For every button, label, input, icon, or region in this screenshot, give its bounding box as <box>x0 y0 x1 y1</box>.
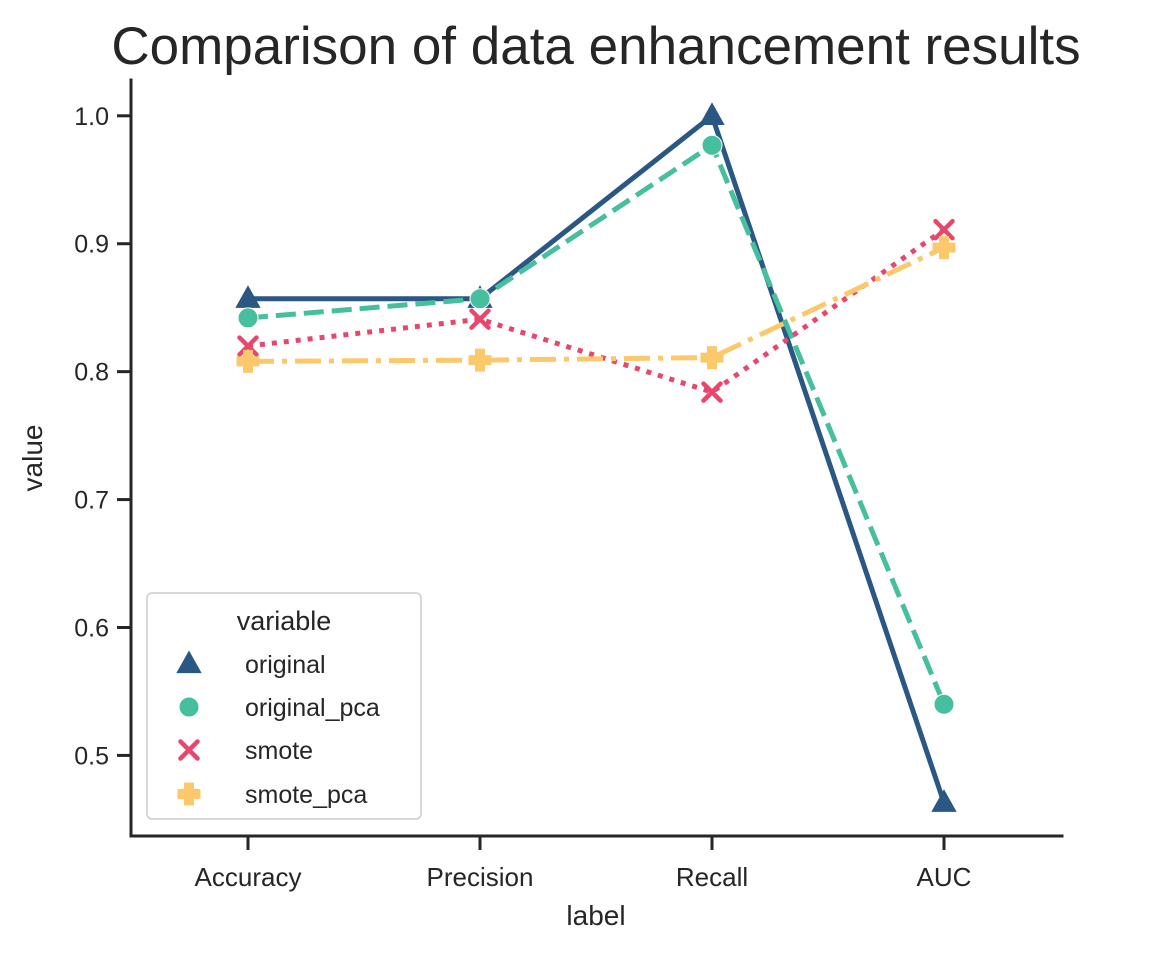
legend-title: variable <box>237 606 332 636</box>
x-tick-label: AUC <box>917 862 972 892</box>
data-point <box>701 134 723 156</box>
series-line <box>247 227 946 395</box>
legend-item: smote <box>178 737 313 765</box>
legend-item: original <box>176 650 326 679</box>
chart-title: Comparison of data enhancement results <box>111 17 1080 76</box>
legend-label: smote <box>245 737 313 765</box>
data-point <box>699 102 725 125</box>
series-layer <box>235 102 957 812</box>
y-tick-label: 0.6 <box>74 614 109 642</box>
data-point <box>469 288 491 310</box>
legend-label: original_pca <box>245 694 380 722</box>
data-point <box>468 348 492 372</box>
y-tick-label: 1.0 <box>74 103 109 131</box>
y-tick-label: 0.9 <box>74 231 109 259</box>
x-tick-label: Accuracy <box>195 862 302 892</box>
y-tick-label: 0.5 <box>74 742 109 770</box>
series-smote-pca <box>236 236 956 373</box>
y-axis-label: value <box>17 425 48 492</box>
legend-frame <box>146 592 422 820</box>
series-line <box>247 142 947 706</box>
data-point <box>933 693 955 715</box>
series-smote <box>237 218 955 403</box>
series-line <box>245 113 947 806</box>
legend-item: original_pca <box>178 694 380 722</box>
y-tick-label: 0.7 <box>74 487 109 515</box>
data-point <box>932 236 956 260</box>
y-tick-label: 0.8 <box>74 359 109 387</box>
x-tick-label: Precision <box>427 862 534 892</box>
legend-marker <box>177 782 201 806</box>
axes: 0.5 0.6 0.7 0.8 0.9 1.0 Accuracy Precision Recal… <box>74 78 1064 892</box>
legend-marker <box>178 739 200 761</box>
data-point <box>701 381 723 403</box>
x-tick-label: Recall <box>676 862 748 892</box>
x-axis-label: label <box>566 900 625 931</box>
data-point <box>700 346 724 370</box>
data-point <box>237 335 259 357</box>
data-point <box>235 285 261 308</box>
legend-label: smote_pca <box>245 781 367 809</box>
data-point <box>933 218 955 241</box>
legend-marker <box>176 650 202 674</box>
legend-item: smote_pca <box>177 781 367 809</box>
legend-label: original <box>245 651 326 679</box>
data-point <box>236 349 260 373</box>
data-point <box>469 308 491 330</box>
data-point <box>931 789 957 812</box>
data-point <box>237 307 259 329</box>
series-original-pca <box>237 134 955 715</box>
series-line <box>247 245 946 364</box>
legend-marker <box>178 696 200 718</box>
